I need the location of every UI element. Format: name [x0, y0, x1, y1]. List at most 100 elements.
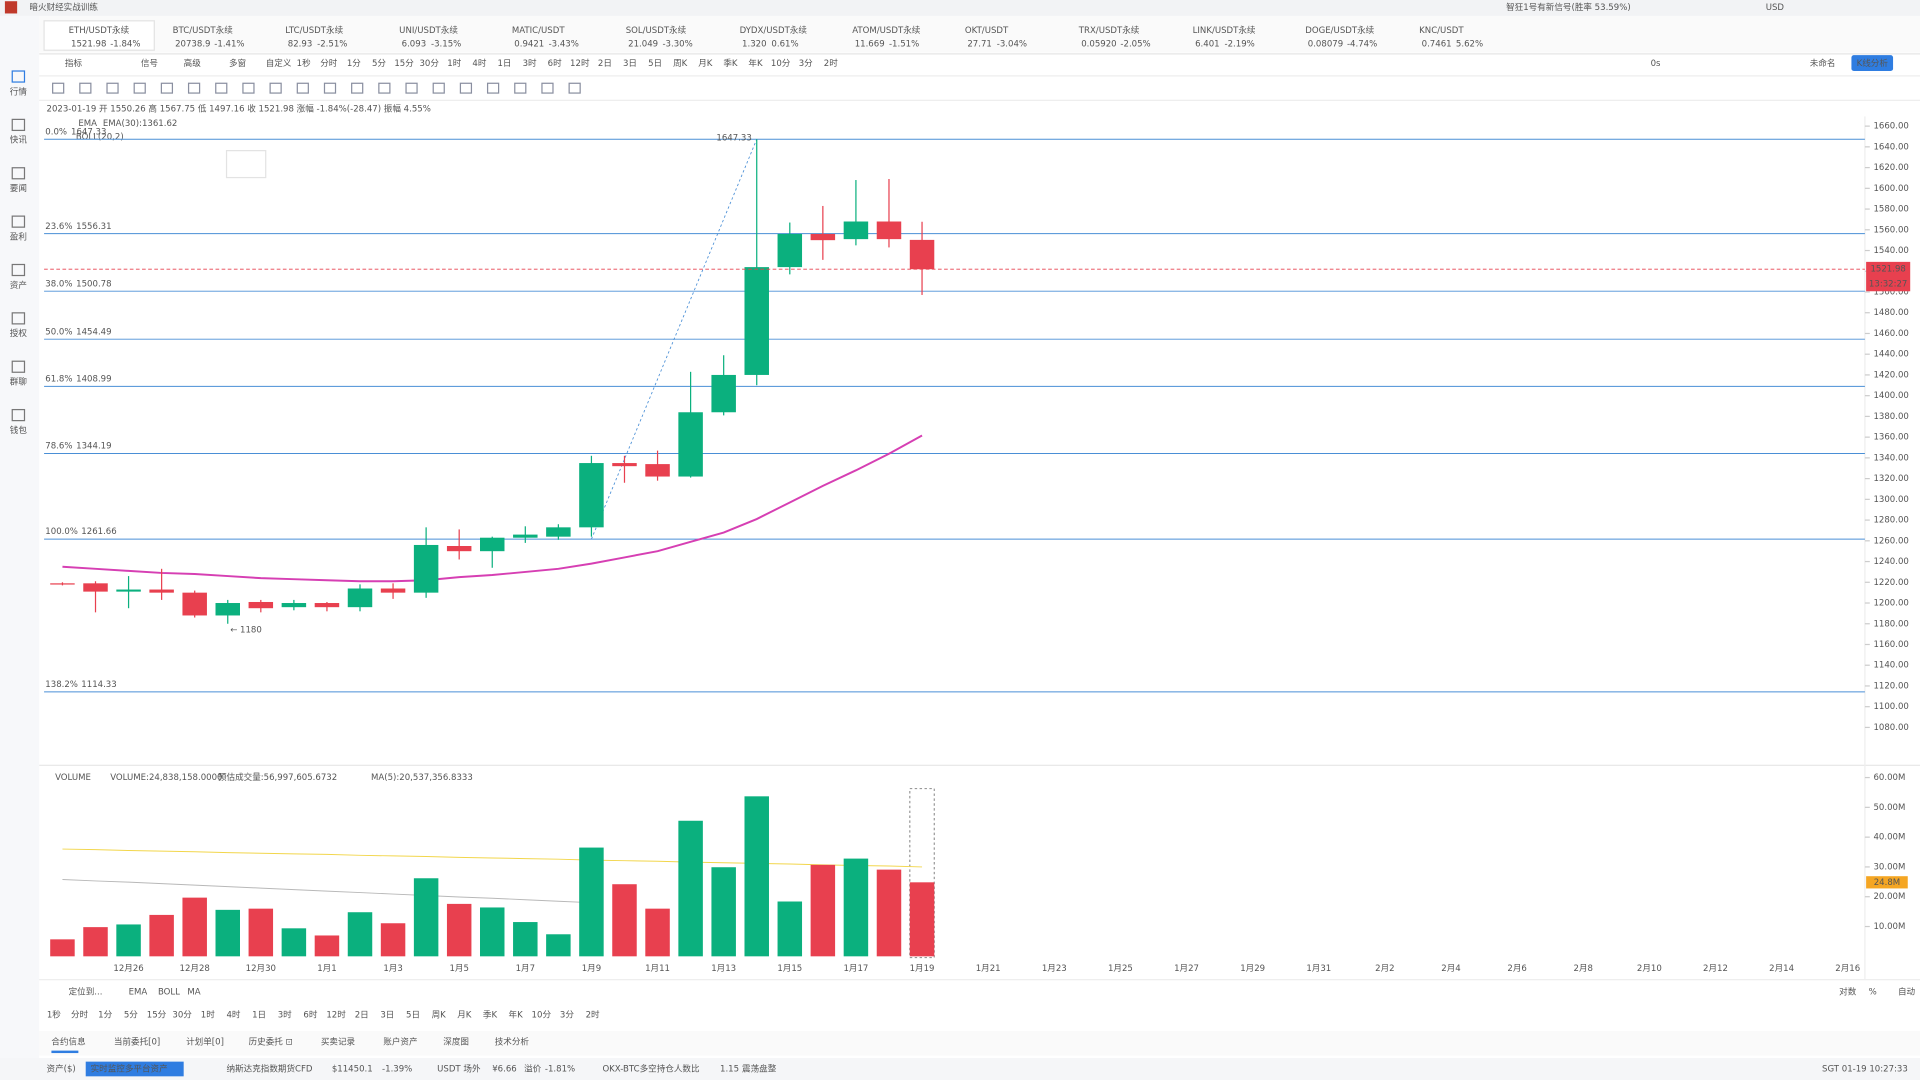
sidebar-label[interactable]: 群聊 — [10, 376, 27, 388]
draw-tool[interactable] — [106, 82, 119, 94]
ticker-name[interactable]: LINK/USDT永续 — [1193, 24, 1256, 36]
interval[interactable]: 10分 — [771, 58, 791, 69]
ticker-name[interactable]: ATOM/USDT永续 — [852, 24, 921, 36]
tab[interactable]: 深度图 — [443, 1036, 469, 1048]
monitor-button[interactable] — [85, 1061, 184, 1077]
draw-tool[interactable] — [187, 82, 201, 94]
sidebar-icon[interactable] — [11, 312, 26, 325]
sidebar-icon[interactable] — [11, 360, 26, 373]
floating-tool[interactable] — [225, 150, 267, 179]
draw-tool[interactable] — [486, 82, 500, 94]
sidebar-label[interactable]: 行情 — [10, 85, 28, 97]
interval[interactable]: 3时 — [278, 1009, 292, 1021]
ticker-name[interactable]: KNC/USDT — [1419, 26, 1464, 36]
interval[interactable]: 2日 — [355, 1010, 369, 1021]
sidebar-icon[interactable] — [11, 215, 26, 228]
interval[interactable]: 4时 — [226, 1009, 240, 1021]
sidebar-icon[interactable] — [11, 70, 26, 83]
sidebar-label[interactable]: 钱包 — [10, 424, 28, 436]
tab[interactable]: 当前委托[0] — [114, 1036, 160, 1048]
interval[interactable]: 周K — [432, 1010, 447, 1021]
indicator[interactable]: EMA — [129, 987, 148, 997]
interval[interactable]: 30分 — [172, 1010, 192, 1021]
status-item[interactable]: 实时监控多平台资产 — [91, 1062, 168, 1074]
interval[interactable]: 3分 — [560, 1010, 574, 1021]
scale-option[interactable]: % — [1869, 987, 1877, 997]
draw-tool[interactable] — [568, 82, 581, 94]
interval[interactable]: 年K — [509, 1009, 524, 1021]
indicator[interactable]: BOLL — [158, 987, 180, 997]
sidebar-icon[interactable] — [11, 408, 26, 422]
toolbar-item[interactable]: 信号 — [141, 57, 158, 69]
interval[interactable]: 30分 — [419, 58, 439, 69]
interval[interactable]: 1时 — [201, 1009, 215, 1021]
interval[interactable]: 12时 — [326, 1009, 346, 1021]
interval[interactable]: 6时 — [303, 1009, 317, 1021]
interval[interactable]: 3日 — [380, 1010, 394, 1021]
toolbar-item[interactable]: 自定义 — [266, 57, 292, 69]
interval[interactable]: 2时 — [586, 1009, 600, 1021]
draw-tool[interactable] — [378, 82, 391, 94]
draw-tool[interactable] — [52, 82, 65, 94]
ticker-name[interactable]: SOL/USDT永续 — [626, 24, 687, 36]
scale-option[interactable]: 自动 — [1898, 985, 1916, 997]
interval[interactable]: 月K — [457, 1010, 472, 1021]
interval[interactable]: 2日 — [598, 58, 612, 69]
interval[interactable]: 1秒 — [47, 1009, 61, 1021]
ticker-name[interactable]: DYDX/USDT永续 — [740, 24, 808, 36]
interval[interactable]: 1秒 — [297, 57, 311, 69]
scale-option[interactable]: 对数 — [1839, 985, 1857, 997]
interval[interactable]: 季K — [483, 1009, 498, 1021]
draw-tool[interactable] — [541, 82, 554, 94]
interval[interactable]: 5分 — [372, 58, 386, 69]
interval[interactable]: 10分 — [532, 1010, 552, 1021]
interval[interactable]: 1分 — [347, 58, 361, 69]
sidebar-label[interactable]: 要闻 — [10, 183, 27, 194]
interval[interactable]: 1日 — [252, 1010, 266, 1021]
interval[interactable]: 分时 — [71, 1009, 89, 1021]
ticker-name[interactable]: TRX/USDT永续 — [1078, 24, 1140, 36]
ticker-name[interactable]: BTC/USDT永续 — [173, 24, 234, 36]
draw-tool[interactable] — [133, 82, 146, 94]
toolbar-item[interactable]: 高级 — [184, 57, 202, 69]
draw-tool[interactable] — [459, 82, 473, 94]
draw-tool[interactable] — [215, 82, 228, 94]
toolbar-right[interactable]: K线分析 — [1857, 57, 1889, 69]
draw-tool[interactable] — [514, 82, 527, 94]
interval[interactable]: 4时 — [472, 57, 486, 69]
interval[interactable]: 2时 — [824, 57, 838, 69]
interval[interactable]: 年K — [748, 57, 763, 69]
interval[interactable]: 15分 — [147, 1010, 167, 1021]
draw-tool[interactable] — [160, 82, 174, 94]
tab[interactable]: 账户资产 — [383, 1036, 417, 1048]
locate[interactable]: 定位到... — [69, 985, 103, 997]
draw-tool[interactable] — [405, 82, 418, 94]
tab[interactable]: 合约信息 — [51, 1036, 86, 1048]
ticker-name[interactable]: OKT/USDT — [965, 26, 1009, 36]
interval[interactable]: 5日 — [648, 58, 662, 69]
ticker-name[interactable]: MATIC/USDT — [512, 26, 565, 36]
interval[interactable]: 1分 — [98, 1010, 112, 1021]
currency[interactable]: USD — [1766, 3, 1785, 13]
interval[interactable]: 3时 — [523, 57, 537, 69]
interval[interactable]: 1时 — [447, 57, 461, 69]
draw-tool[interactable] — [296, 82, 309, 94]
interval[interactable]: 季K — [723, 57, 738, 69]
analysis-button[interactable] — [1851, 55, 1894, 72]
sidebar-label[interactable]: 资产 — [10, 279, 27, 291]
sidebar-label[interactable]: 授权 — [10, 327, 28, 339]
tab[interactable]: 计划单[0] — [186, 1036, 224, 1048]
sidebar-icon[interactable] — [11, 263, 26, 277]
draw-tool[interactable] — [351, 82, 364, 94]
tab[interactable]: 买卖记录 — [321, 1037, 356, 1048]
interval[interactable]: 5分 — [124, 1010, 138, 1021]
tab[interactable]: 技术分析 — [495, 1036, 530, 1048]
interval[interactable]: 3分 — [799, 58, 813, 69]
draw-tool[interactable] — [242, 82, 255, 94]
sidebar-label[interactable]: 快讯 — [10, 134, 28, 146]
sidebar-icon[interactable] — [11, 118, 26, 132]
toolbar-right[interactable]: 未命名 — [1810, 57, 1836, 69]
draw-tool[interactable] — [323, 82, 337, 94]
ticker-name[interactable]: LTC/USDT永续 — [285, 24, 343, 36]
interval[interactable]: 6时 — [548, 57, 562, 69]
